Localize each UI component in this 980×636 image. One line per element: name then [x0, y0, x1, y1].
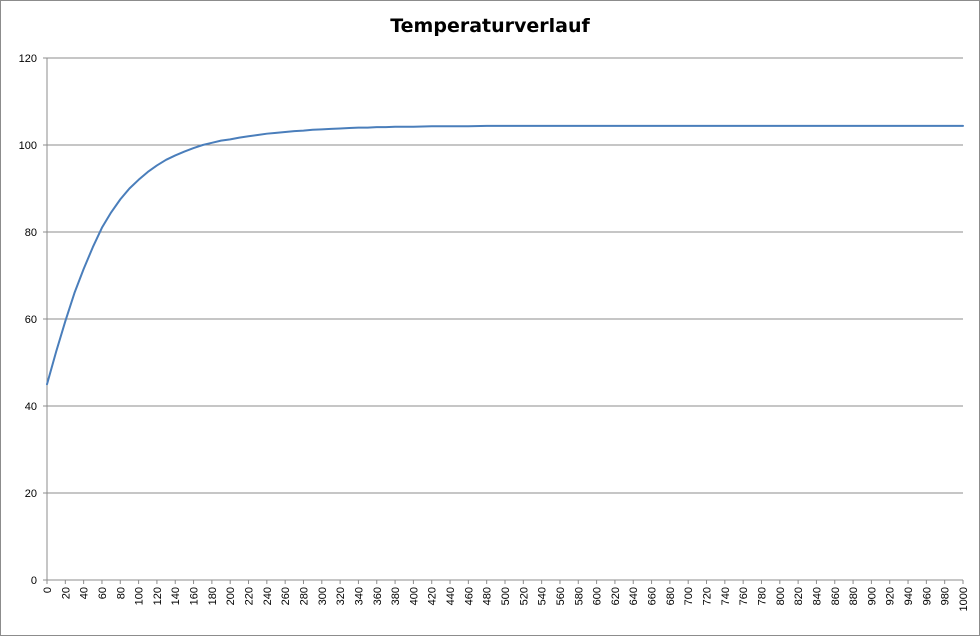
x-tick-label: 100 [134, 587, 146, 605]
x-tick-label: 640 [628, 587, 640, 605]
x-tick-label: 680 [665, 587, 677, 605]
x-tick-label: 580 [573, 587, 585, 605]
y-tick-label: 60 [25, 314, 37, 326]
x-tick-label: 320 [335, 587, 347, 605]
x-tick-label: 940 [903, 587, 915, 605]
x-tick-label: 560 [555, 587, 567, 605]
x-tick-label: 500 [500, 587, 512, 605]
x-tick-label: 760 [738, 587, 750, 605]
chart-title: Temperaturverlauf [390, 15, 590, 37]
y-tick-label: 20 [25, 488, 37, 500]
x-tick-label: 240 [262, 587, 274, 605]
y-tick-label: 0 [31, 575, 37, 587]
x-tick-label: 120 [152, 587, 164, 605]
x-tick-label: 200 [225, 587, 237, 605]
x-tick-label: 780 [756, 587, 768, 605]
x-tick-label: 280 [298, 587, 310, 605]
x-tick-label: 220 [244, 587, 256, 605]
x-tick-label: 720 [702, 587, 714, 605]
x-tick-label: 360 [372, 587, 384, 605]
x-tick-label: 380 [390, 587, 402, 605]
x-tick-label: 180 [207, 587, 219, 605]
x-tick-label: 1000 [958, 587, 970, 611]
x-tick-label: 40 [79, 587, 91, 599]
x-tick-label: 460 [463, 587, 475, 605]
x-tick-label: 700 [683, 587, 695, 605]
x-tick-label: 620 [610, 587, 622, 605]
x-tick-label: 660 [647, 587, 659, 605]
x-tick-label: 880 [848, 587, 860, 605]
x-tick-label: 300 [317, 587, 329, 605]
x-tick-label: 740 [720, 587, 732, 605]
x-tick-label: 960 [921, 587, 933, 605]
x-tick-label: 920 [885, 587, 897, 605]
y-tick-label: 120 [19, 53, 37, 65]
y-tick-label: 40 [25, 401, 37, 413]
x-tick-label: 480 [482, 587, 494, 605]
x-tick-label: 520 [518, 587, 530, 605]
x-tick-label: 860 [830, 587, 842, 605]
y-tick-label: 100 [19, 140, 37, 152]
x-tick-label: 60 [97, 587, 109, 599]
x-tick-label: 400 [408, 587, 420, 605]
x-tick-label: 820 [793, 587, 805, 605]
x-tick-label: 340 [353, 587, 365, 605]
x-tick-label: 160 [189, 587, 201, 605]
x-tick-label: 980 [940, 587, 952, 605]
x-tick-label: 0 [42, 587, 54, 593]
x-tick-label: 440 [445, 587, 457, 605]
series-line [46, 124, 964, 386]
y-tick-label: 80 [25, 227, 37, 239]
x-tick-label: 260 [280, 587, 292, 605]
x-tick-label: 800 [775, 587, 787, 605]
x-tick-label: 80 [115, 587, 127, 599]
x-tick-label: 420 [427, 587, 439, 605]
x-tick-label: 140 [170, 587, 182, 605]
x-tick-label: 900 [866, 587, 878, 605]
x-tick-label: 840 [811, 587, 823, 605]
x-tick-label: 600 [592, 587, 604, 605]
x-tick-label: 20 [60, 587, 72, 599]
x-tick-label: 540 [537, 587, 549, 605]
